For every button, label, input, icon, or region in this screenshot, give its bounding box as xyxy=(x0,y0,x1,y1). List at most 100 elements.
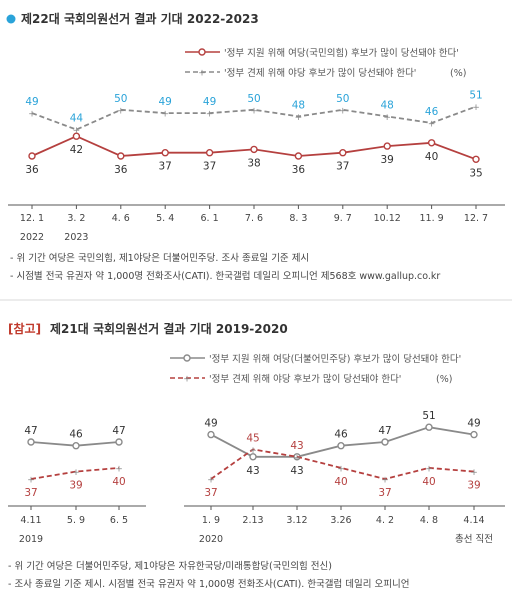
chart1-series-0-point xyxy=(294,152,303,160)
chart1-series-0-point xyxy=(28,152,36,160)
chart2-last-point-note: 총선 직전 xyxy=(455,534,493,545)
chart2-seg1-series-0-value: 43 xyxy=(290,465,303,477)
chart1-series-1-point: + xyxy=(206,110,214,120)
chart2-seg1-series-1-point: + xyxy=(249,446,257,456)
chart1-series-1-value: 48 xyxy=(381,99,394,111)
chart2-seg1-series-1-value: 43 xyxy=(290,440,303,452)
chart2-x-tick-label: 2.13 xyxy=(242,515,263,526)
chart2-seg1-series-1-point: + xyxy=(207,476,215,486)
chart2-seg1-series-1-value: 45 xyxy=(246,432,259,444)
chart1-x-tick-label: 7. 6 xyxy=(245,213,263,224)
chart2-seg1-series-1-point: + xyxy=(425,464,433,474)
chart1-series-1-value: 50 xyxy=(247,93,260,105)
chart1-series-1-value: 44 xyxy=(70,113,84,125)
chart1-title: 제22대 국회의원선거 결과 기대 2022-2023 xyxy=(21,11,259,26)
chart1-series-1-point: + xyxy=(250,106,258,116)
chart2-x-tick-label: 3.26 xyxy=(330,515,351,526)
chart1-series-0-point xyxy=(472,155,480,164)
chart1-series-0-point xyxy=(339,148,347,157)
chart1-series-1-point: + xyxy=(161,110,169,120)
chart2-x-tick-label: 3.12 xyxy=(286,515,307,526)
chart1-series-0-value: 36 xyxy=(114,164,128,176)
chart1-legend-red-marker xyxy=(198,48,206,56)
chart1-series-0-point xyxy=(72,132,81,140)
chart1-series-1-value: 51 xyxy=(469,90,482,102)
chart2-legend-red-label: '정부 견제 위해 야당 후보가 많이 당선돼야 한다' xyxy=(209,373,401,385)
chart1-series-1-point: + xyxy=(295,113,303,123)
chart1-year-label: 2022 xyxy=(20,232,44,243)
chart1-series-1-point: + xyxy=(28,110,36,120)
chart2-seg0-series-0-point xyxy=(72,442,80,450)
chart1-x-tick-label: 4. 6 xyxy=(112,213,130,224)
chart2-legend-gray-marker xyxy=(183,354,191,362)
chart2-legend-unit: (%) xyxy=(436,374,452,385)
chart1-series-0-value: 38 xyxy=(247,157,260,169)
chart2-seg1-series-0-value: 51 xyxy=(422,410,435,422)
chart2-x-tick-label: 4.14 xyxy=(463,515,484,526)
chart1-x-tick-label: 12. 7 xyxy=(464,213,488,224)
title-marker-icon xyxy=(6,14,16,24)
chart2-seg0-series-1-point: + xyxy=(115,464,123,474)
chart1-series-1-value: 49 xyxy=(159,96,172,108)
chart1-series-0-point xyxy=(427,139,436,147)
chart2-seg1-series-0-point xyxy=(207,430,215,439)
chart1-x-tick-label: 8. 3 xyxy=(289,213,307,224)
chart1-series-0-value: 36 xyxy=(25,164,39,176)
chart2-seg0-series-1-point: + xyxy=(27,476,35,486)
chart1-series-0-point xyxy=(383,142,391,150)
chart2-legend-red-marker: + xyxy=(183,375,191,385)
chart1-x-tick-label: 11. 9 xyxy=(420,213,444,224)
chart2-seg1-series-1-line xyxy=(210,448,475,480)
chart2-x-tick-label: 1. 9 xyxy=(202,515,220,526)
chart1-series-1-value: 50 xyxy=(336,93,349,105)
chart1-series-0-point xyxy=(161,148,169,157)
chart2-seg1-series-0-point xyxy=(337,442,345,450)
chart2-x-tick-label: 6. 5 xyxy=(110,515,128,526)
chart1-series-0-value: 37 xyxy=(159,161,172,173)
chart2-seg0-series-1-value: 37 xyxy=(24,487,37,499)
chart1-year-label: 2023 xyxy=(64,232,88,243)
chart2-seg1-series-0-point xyxy=(470,430,478,439)
chart2-seg1-series-1-point: + xyxy=(381,476,389,486)
chart1-series-1-value: 49 xyxy=(203,96,216,108)
chart1-series-0-point xyxy=(250,145,258,154)
chart2-seg1-series-0-value: 47 xyxy=(378,425,391,437)
chart1-series-0-value: 35 xyxy=(469,167,482,179)
chart2-seg0-series-0-point xyxy=(115,438,123,446)
chart2-x-tick-label: 4. 2 xyxy=(376,515,394,526)
chart1-series-1-value: 49 xyxy=(25,96,38,108)
chart2-seg0-series-1-value: 39 xyxy=(69,480,82,492)
chart2-note-2: - 조사 종료일 기준 제시. 시점별 전국 유권자 약 1,000명 전화조사… xyxy=(8,578,410,590)
chart2-x-tick-label: 4.11 xyxy=(20,515,41,526)
chart1-note-2: - 시점별 전국 유권자 약 1,000명 전화조사(CATI). 한국갤럽 데… xyxy=(10,270,440,282)
chart1-x-tick-label: 6. 1 xyxy=(201,213,219,224)
chart2-seg1-series-1-value: 40 xyxy=(334,476,347,488)
chart2-seg1-series-0-point xyxy=(381,438,389,446)
chart1-series-0-point xyxy=(117,152,125,160)
chart2-ref-tag: [참고] xyxy=(8,321,41,336)
chart1-legend-gray-label: '정부 견제 위해 야당 후보가 많이 당선돼야 한다' xyxy=(224,67,416,79)
chart1-x-tick-label: 3. 2 xyxy=(67,213,85,224)
chart2-seg1-series-0-value: 43 xyxy=(246,465,259,477)
chart1-series-0-value: 37 xyxy=(203,161,216,173)
chart1-series-1-point: + xyxy=(117,106,125,116)
chart1-series-1-value: 48 xyxy=(292,99,305,111)
chart2-seg0-series-1-value: 40 xyxy=(112,476,125,488)
chart2-seg1-series-1-value: 39 xyxy=(467,480,480,492)
chart1-series-1-value: 50 xyxy=(114,93,127,105)
chart2-seg1-series-1-value: 40 xyxy=(422,476,435,488)
chart2-seg0-series-1-line xyxy=(30,467,120,480)
chart2-x-tick-label: 4. 8 xyxy=(420,515,438,526)
chart2-title: 제21대 국회의원선거 결과 기대 2019-2020 xyxy=(50,321,288,336)
chart2-seg0-series-1-point: + xyxy=(72,468,80,478)
chart2-seg1-series-0-point xyxy=(425,423,433,431)
chart2-seg0-series-0-value: 46 xyxy=(69,429,83,441)
chart2-seg1-series-1-point: + xyxy=(337,464,345,474)
chart1-x-tick-label: 5. 4 xyxy=(156,213,174,224)
chart2-legend-gray-label: '정부 지원 위해 여당(더불어민주당) 후보가 많이 당선돼야 한다' xyxy=(209,353,461,365)
chart1-series-1-line xyxy=(31,105,477,131)
